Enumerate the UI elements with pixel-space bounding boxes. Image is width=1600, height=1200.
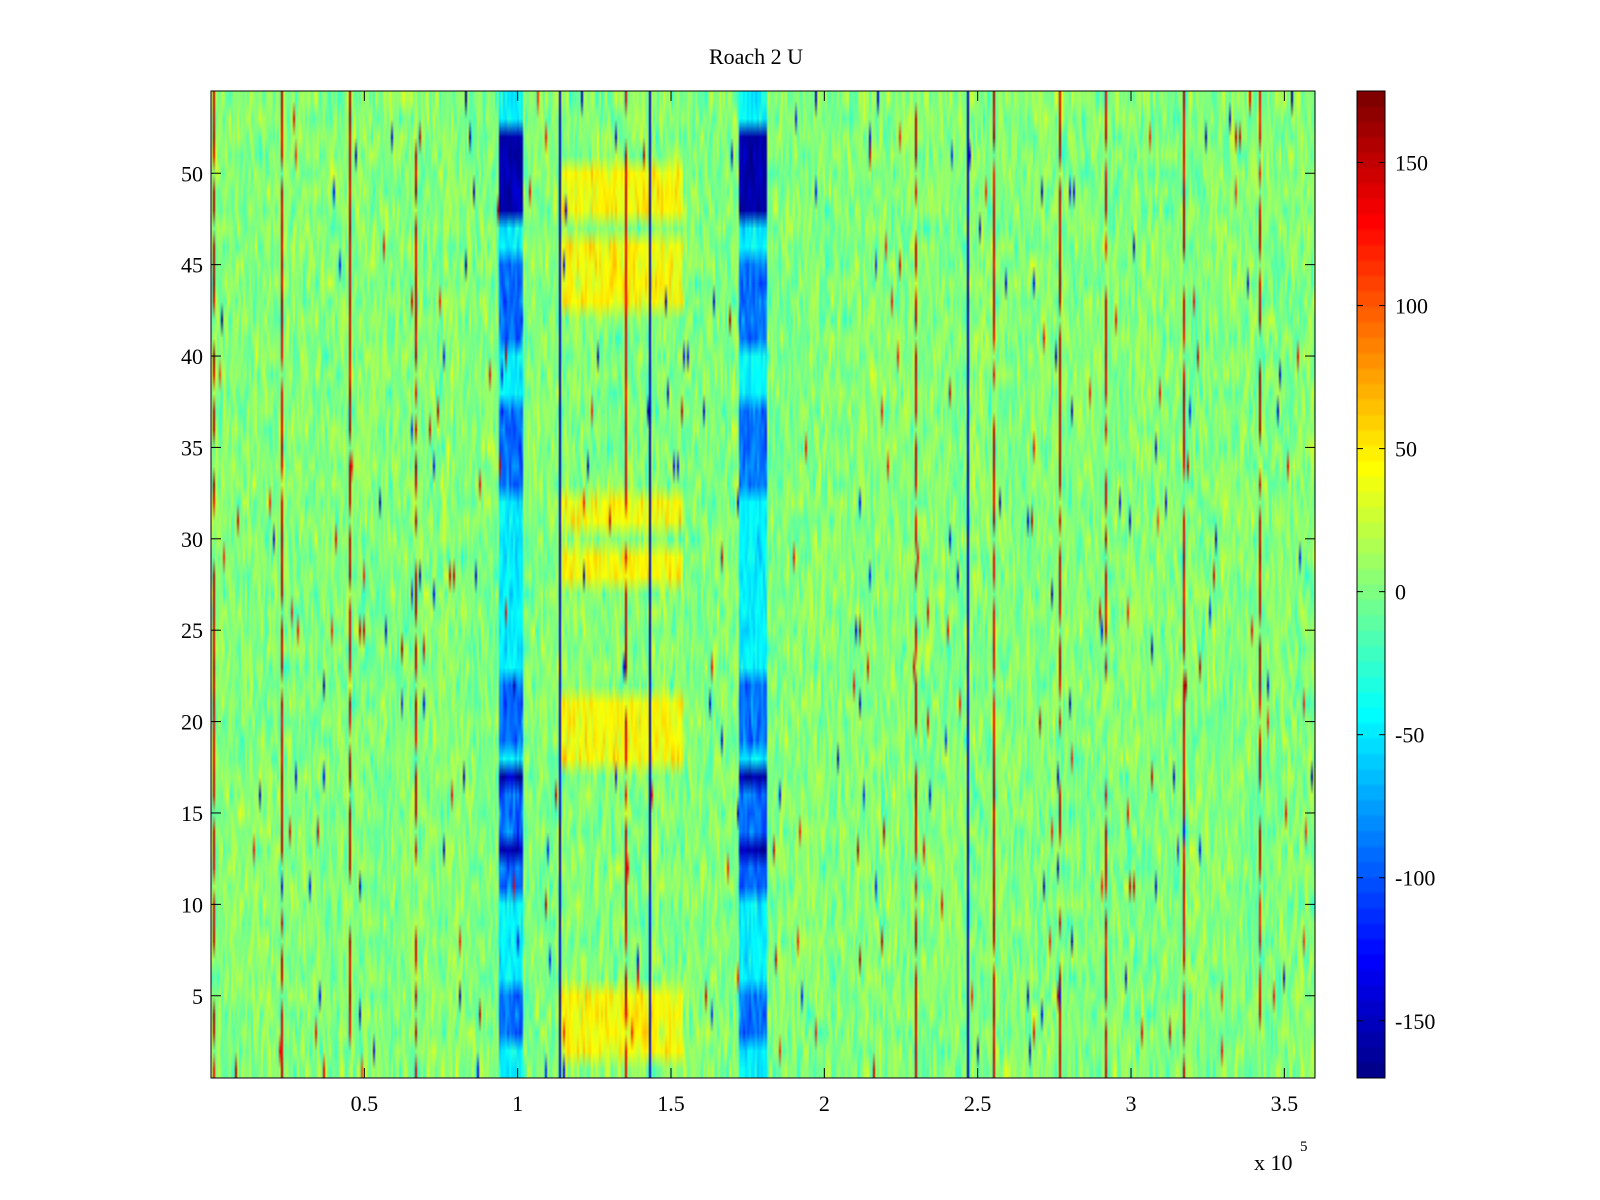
y-tick-label: 30	[181, 527, 203, 552]
colorbar-frame	[1356, 90, 1386, 1079]
y-axis: 5 10 15 20 25 30 35 40 45 50	[181, 161, 1315, 1009]
chart-title: Roach 2 U	[709, 44, 803, 69]
y-tick-label: 45	[181, 253, 203, 278]
x-multiplier-exponent: 5	[1300, 1139, 1308, 1155]
colorbar-tick-label: -100	[1395, 866, 1435, 891]
heatmap-image	[211, 91, 1315, 1078]
colorbar-tick-label: 100	[1395, 294, 1428, 319]
colorbar-tick-label: 150	[1395, 151, 1428, 176]
x-tick-label: 2	[819, 1091, 830, 1116]
x-tick-label: 3	[1126, 1091, 1137, 1116]
y-tick-label: 5	[192, 984, 203, 1009]
y-tick-label: 40	[181, 344, 203, 369]
colorbar-tick-label: -150	[1395, 1009, 1435, 1034]
x-tick-label: 0.5	[351, 1091, 379, 1116]
x-tick-label: 2.5	[964, 1091, 992, 1116]
colorbar-tick-label: 0	[1395, 580, 1406, 605]
y-tick-label: 20	[181, 710, 203, 735]
colorbar-tick-label: 50	[1395, 437, 1417, 462]
x-tick-label: 1	[512, 1091, 523, 1116]
x-tick-label: 3.5	[1271, 1091, 1299, 1116]
y-tick-label: 25	[181, 618, 203, 643]
y-tick-label: 15	[181, 801, 203, 826]
colorbar-gradient	[1357, 91, 1385, 1078]
y-tick-label: 35	[181, 435, 203, 460]
y-tick-label: 10	[181, 892, 203, 917]
x-multiplier-label: x 10	[1254, 1150, 1293, 1175]
plot-frame	[210, 90, 1316, 1079]
colorbar-axis: 150 100 50 0 -50 -100 -150	[1357, 151, 1435, 1034]
x-tick-label: 1.5	[657, 1091, 685, 1116]
y-tick-label: 50	[181, 161, 203, 186]
colorbar-tick-label: -50	[1395, 723, 1424, 748]
x-axis: 0.5 1 1.5 2 2.5 3 3.5	[351, 91, 1299, 1116]
